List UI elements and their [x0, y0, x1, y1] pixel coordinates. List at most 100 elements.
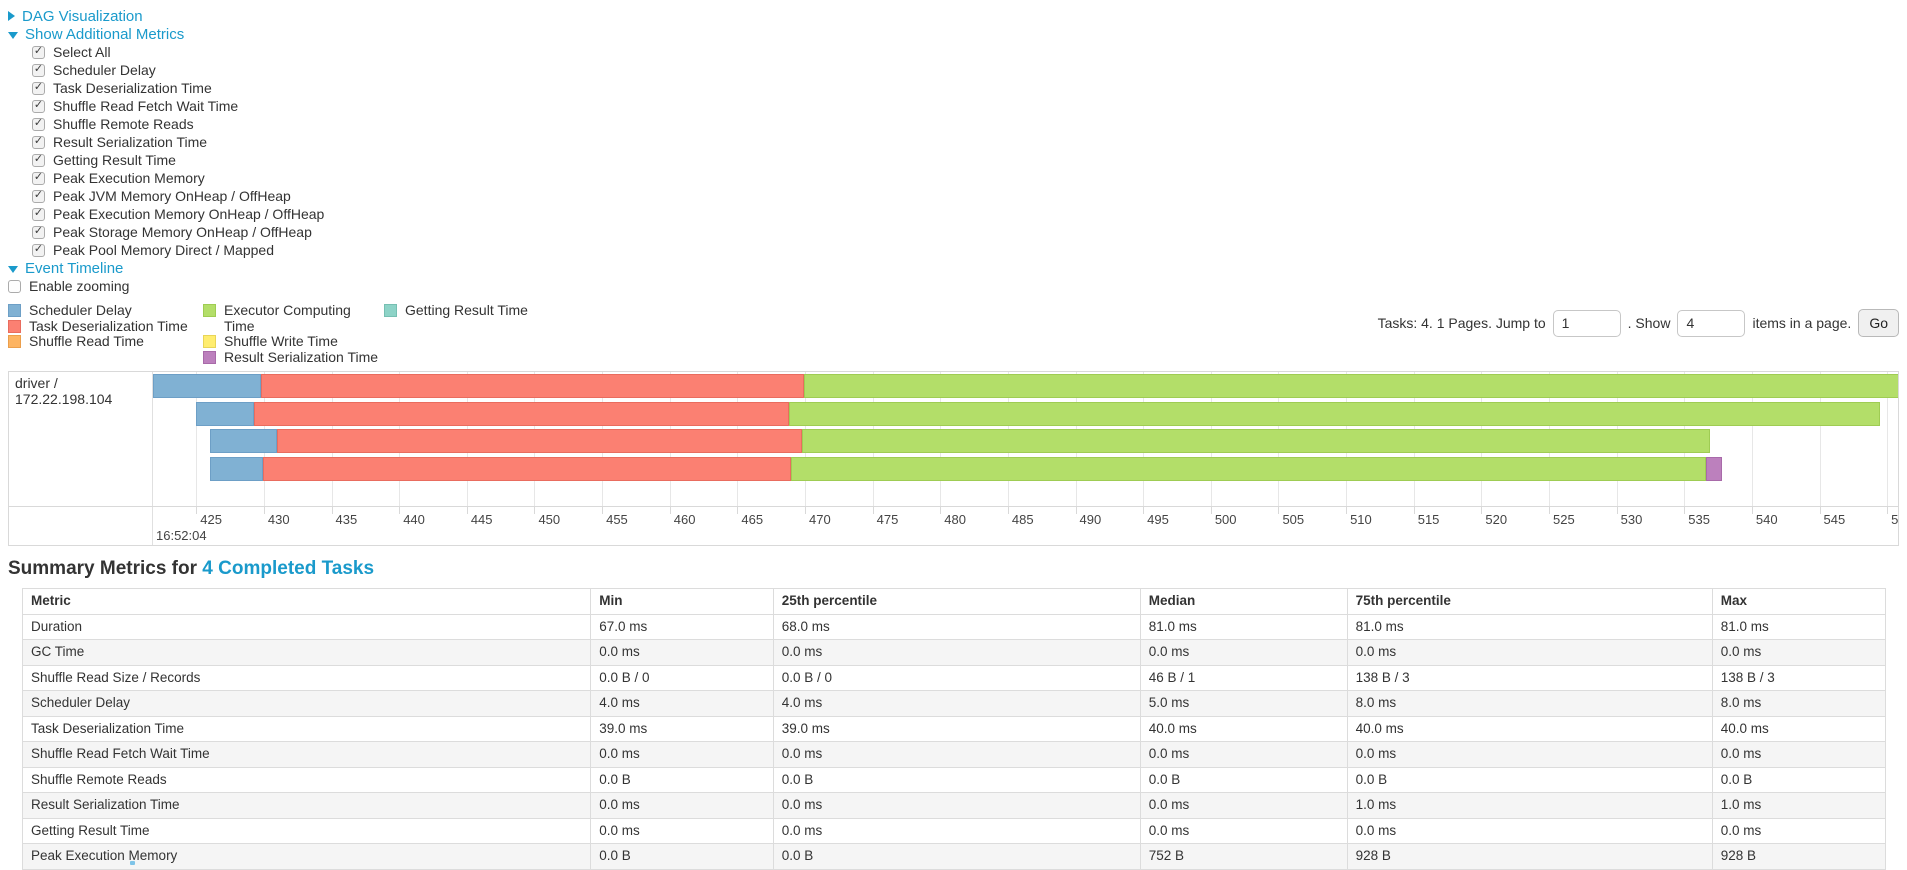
- checkbox-icon[interactable]: [32, 171, 45, 185]
- legend-swatch-icon: [203, 304, 216, 317]
- metric-checkbox-label: Shuffle Read Fetch Wait Time: [53, 98, 239, 114]
- task-bar-scheduler_delay[interactable]: [209, 429, 278, 454]
- dag-visualization-toggle[interactable]: DAG Visualization: [8, 7, 1899, 25]
- metric-checkbox-row[interactable]: Scheduler Delay: [32, 61, 1899, 79]
- min-cell: 0.0 ms: [590, 741, 774, 768]
- task-bar-executor_computing[interactable]: [802, 429, 1710, 454]
- dag-visualization-link[interactable]: DAG Visualization: [22, 7, 143, 25]
- median-cell: 0.0 ms: [1139, 792, 1348, 819]
- table-row: Duration 67.0 ms 68.0 ms 81.0 ms 81.0 ms…: [21, 613, 1887, 640]
- task-bar-scheduler_delay[interactable]: [209, 457, 263, 482]
- metric-checkbox-row[interactable]: Peak JVM Memory OnHeap / OffHeap: [32, 187, 1899, 205]
- items-per-page-input[interactable]: [1677, 309, 1746, 337]
- p25-cell: 68.0 ms: [772, 613, 1141, 640]
- metric-name-cell: Shuffle Remote Reads: [21, 766, 592, 793]
- task-bar-task_deserialization[interactable]: [254, 401, 789, 426]
- checkbox-icon[interactable]: [32, 207, 45, 221]
- metric-checkbox-row[interactable]: Peak Pool Memory Direct / Mapped: [32, 241, 1899, 259]
- timeline-plot-area[interactable]: [153, 372, 1898, 506]
- min-cell: 67.0 ms: [590, 613, 774, 640]
- enable-zooming-row[interactable]: Enable zooming: [8, 277, 1899, 295]
- metric-checkbox-label: Result Serialization Time: [53, 134, 208, 150]
- show-additional-metrics-toggle[interactable]: Show Additional Metrics: [8, 25, 1899, 43]
- metric-checkbox-row[interactable]: Getting Result Time: [32, 151, 1899, 169]
- metric-checkbox-row[interactable]: Shuffle Remote Reads: [32, 115, 1899, 133]
- metric-checkbox-label: Peak JVM Memory OnHeap / OffHeap: [53, 188, 291, 204]
- checkbox-icon[interactable]: [32, 117, 45, 131]
- completed-tasks-link[interactable]: 4 Completed Tasks: [202, 558, 375, 579]
- checkbox-icon[interactable]: [32, 63, 45, 77]
- table-row: Scheduler Delay 4.0 ms 4.0 ms 5.0 ms 8.0…: [21, 690, 1887, 717]
- header-25th: 25th percentile: [772, 588, 1141, 615]
- legend-column: Executor Computing Time Shuffle Write Ti…: [203, 302, 384, 366]
- tick-mark: [1007, 507, 1009, 514]
- checkbox-icon[interactable]: [32, 243, 45, 257]
- axis-tick-label: 535: [1688, 512, 1710, 527]
- show-additional-metrics-link[interactable]: Show Additional Metrics: [25, 25, 185, 43]
- chevron-down-icon: [8, 265, 18, 273]
- checkbox-icon[interactable]: [32, 45, 45, 59]
- metric-name-cell: Duration: [21, 613, 592, 640]
- metric-name-cell: Peak Execution Memory: [21, 843, 592, 870]
- p25-cell: 0.0 B: [772, 843, 1141, 870]
- axis-major-label: 16:52:04: [156, 528, 207, 543]
- task-bar-executor_computing[interactable]: [791, 457, 1706, 482]
- axis-tick-label: 520: [1485, 512, 1508, 527]
- metric-checkbox-row[interactable]: Peak Storage Memory OnHeap / OffHeap: [32, 223, 1899, 241]
- task-bar-task_deserialization[interactable]: [277, 429, 803, 454]
- checkbox-icon[interactable]: [32, 81, 45, 95]
- p25-cell: 0.0 ms: [772, 741, 1141, 768]
- table-header-row: Metric Min 25th percentile Median 75th p…: [21, 588, 1887, 615]
- task-bar-result_serialization[interactable]: [1705, 457, 1723, 482]
- min-cell: 0.0 ms: [590, 817, 774, 844]
- checkbox-icon[interactable]: [8, 279, 21, 293]
- metric-checkbox-row[interactable]: Peak Execution Memory: [32, 169, 1899, 187]
- legend-swatch-icon: [8, 319, 21, 333]
- event-timeline-toggle[interactable]: Event Timeline: [8, 259, 1899, 277]
- metric-checkbox-row[interactable]: Peak Execution Memory OnHeap / OffHeap: [32, 205, 1899, 223]
- metric-checkbox-row[interactable]: Shuffle Read Fetch Wait Time: [32, 97, 1899, 115]
- checkbox-icon[interactable]: [32, 153, 45, 167]
- grid-line: [1751, 372, 1753, 506]
- tick-mark: [1278, 507, 1280, 514]
- checkbox-icon[interactable]: [32, 135, 45, 149]
- task-bar-scheduler_delay[interactable]: [196, 401, 255, 426]
- jump-to-page-input[interactable]: [1552, 309, 1621, 337]
- header-median: Median: [1139, 588, 1348, 615]
- max-cell: 8.0 ms: [1711, 690, 1887, 717]
- metric-checkbox-row[interactable]: Select All: [32, 43, 1899, 61]
- task-bar-task_deserialization[interactable]: [262, 457, 792, 482]
- p25-cell: 0.0 ms: [772, 817, 1141, 844]
- checkbox-icon[interactable]: [32, 189, 45, 203]
- tick-mark: [669, 507, 671, 514]
- axis-tick-label: 500: [1214, 512, 1237, 527]
- legend-label: Result Serialization Time: [224, 348, 379, 365]
- checkbox-icon[interactable]: [32, 225, 45, 239]
- tasks-count-label: Tasks: 4. 1 Pages. Jump to: [1377, 315, 1546, 331]
- tick-mark: [1143, 507, 1145, 514]
- legend-swatch-icon: [8, 335, 21, 348]
- legend-column: Getting Result Time: [384, 302, 528, 365]
- metric-checkbox-row[interactable]: Task Deserialization Time: [32, 79, 1899, 97]
- task-bar-executor_computing[interactable]: [788, 401, 1881, 426]
- header-max: Max: [1711, 588, 1887, 615]
- event-timeline-chart: driver / 172.22.198.104 16:52:04 425 430 4…: [8, 371, 1899, 546]
- p75-cell: 81.0 ms: [1346, 613, 1713, 640]
- checkbox-icon[interactable]: [32, 99, 45, 113]
- task-bar-scheduler_delay[interactable]: [153, 374, 262, 398]
- tick-mark: [805, 507, 806, 514]
- metric-checkbox-label: Scheduler Delay: [53, 62, 156, 78]
- metric-checkbox-row[interactable]: Result Serialization Time: [32, 133, 1899, 151]
- axis-tick-label: 435: [335, 512, 358, 527]
- metric-checkbox-label: Peak Execution Memory: [53, 170, 205, 186]
- table-row: GC Time 0.0 ms 0.0 ms 0.0 ms 0.0 ms 0.0 …: [21, 639, 1887, 666]
- p25-cell: 39.0 ms: [772, 715, 1141, 742]
- go-button[interactable]: Go: [1858, 309, 1899, 337]
- legend-item: Result Serialization Time: [203, 348, 384, 366]
- task-bar-executor_computing[interactable]: [803, 374, 1898, 398]
- median-cell: 0.0 ms: [1139, 741, 1348, 768]
- axis-tick-label: 530: [1620, 512, 1643, 527]
- task-bar-task_deserialization[interactable]: [261, 374, 804, 398]
- event-timeline-link[interactable]: Event Timeline: [25, 259, 124, 277]
